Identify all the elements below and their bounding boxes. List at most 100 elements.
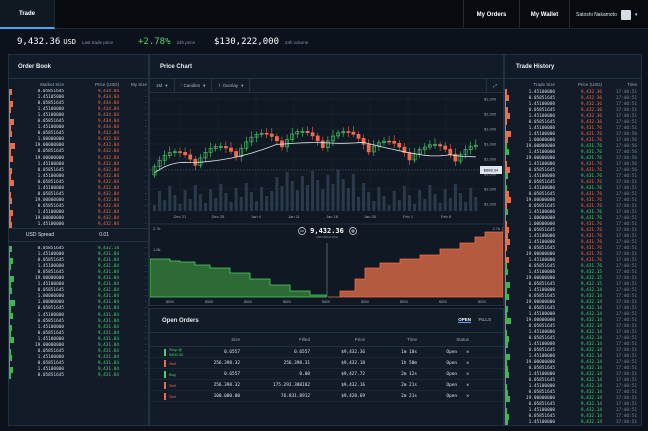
ask-row[interactable]: 19.00000000 9,432.84 - <box>9 197 148 204</box>
bid-row[interactable]: 1.45100000 9,431.84 - <box>9 252 148 259</box>
candle-icon: ⫶ <box>180 83 182 88</box>
cancel-order-icon[interactable]: ✕ <box>466 349 469 355</box>
volume-bar <box>178 204 182 211</box>
bid-row[interactable]: 1.45100000 9,431.84 - <box>9 282 148 289</box>
open-order-row[interactable]: Stop @ 9400.00 0.6557 0.6557 $9,432.36 1m 10… <box>150 347 503 358</box>
cancel-order-icon[interactable]: ✕ <box>466 360 469 366</box>
ask-row[interactable]: 1.45100000 9,432.84 - <box>9 222 148 228</box>
chart-type-label: Candles <box>183 83 201 88</box>
trade-row: 1.45100000 9,432.14 17:40:51 <box>505 341 641 348</box>
cancel-order-icon[interactable]: ✕ <box>466 371 469 377</box>
ask-row[interactable]: 1.45100000 9,434.84 - <box>9 113 148 120</box>
open-order-row[interactable]: Sell 100.000.00 76.831.8912 $9,420.69 2m 21s… <box>150 391 503 402</box>
bid-row[interactable]: 0.05851645 9,432.14 - <box>9 246 148 253</box>
bid-row[interactable]: 0.05851645 9,431.84 - <box>9 270 148 277</box>
ask-row[interactable]: 0.05851645 9,432.84 - <box>9 131 148 138</box>
ask-row[interactable]: 19.00000000 9,432.84 - <box>9 155 148 162</box>
ask-row[interactable]: 1.45105000 9,434.84 - <box>9 95 148 102</box>
side-marker <box>164 370 166 378</box>
chevron-down-icon[interactable]: ▾ <box>634 11 638 18</box>
tab-trade[interactable]: Trade <box>0 0 55 29</box>
bid-row[interactable]: 1.45100000 9,431.84 - <box>9 354 148 361</box>
price: 9,432.84 <box>97 173 119 179</box>
tab-open[interactable]: OPEN <box>458 317 471 323</box>
ask-row[interactable]: 0.05851645 9,434.84 - <box>9 89 148 96</box>
col-time: Time <box>627 81 637 87</box>
ask-row[interactable]: 1.45100000 9,432.84 - <box>9 161 148 168</box>
bid-row[interactable]: 0.05851645 9,431.84 - <box>9 372 148 380</box>
ask-row[interactable]: 0.05851645 9,432.84 - <box>9 179 148 186</box>
zoom-in-icon[interactable] <box>349 227 357 235</box>
expand-icon[interactable]: ⤢ <box>486 78 503 93</box>
candle-body <box>269 133 274 137</box>
trade-time: 17:40:51 <box>615 119 637 125</box>
bid-row[interactable]: 1.45100000 9,431.84 - <box>9 366 148 373</box>
price: 9,432.84 <box>97 203 119 209</box>
bid-row[interactable]: 19.00000000 9,431.84 - <box>9 276 148 283</box>
ask-row[interactable]: 1.45100000 9,434.84 - <box>9 107 148 114</box>
bid-row[interactable]: 0.05851645 9,431.84 - <box>9 288 148 295</box>
bid-row[interactable]: 1.45100000 9,431.84 - <box>9 312 148 319</box>
open-order-row[interactable]: Sell 256.398.32 175.292.388182 $9,432.16 2m … <box>150 380 503 391</box>
bid-row[interactable]: 1.00000000 9,431.84 - <box>9 300 148 307</box>
bid-row[interactable]: 1.45100000 9,431.84 - <box>9 324 148 331</box>
depth-right-label: 2.7k <box>492 226 500 231</box>
bid-row[interactable]: 1.45100000 9,431.84 - <box>9 336 148 343</box>
price: 9,432.84 <box>97 209 119 215</box>
ask-row[interactable]: 1.45100000 9,434.84 - <box>9 125 148 132</box>
ask-row[interactable]: 1.45100000 9,432.84 - <box>9 185 148 192</box>
order-side: Sell <box>150 392 195 400</box>
price: 9,431.84 <box>97 366 119 372</box>
volume-bar <box>290 181 294 211</box>
volume-bar <box>367 192 371 211</box>
cancel-order-icon[interactable]: ✕ <box>466 393 469 399</box>
trade-time: 17:40:51 <box>615 191 637 197</box>
trade-bar <box>505 131 511 138</box>
cancel-order-icon[interactable]: ✕ <box>466 382 469 388</box>
nav-my-orders[interactable]: My Orders <box>463 0 519 29</box>
trade-time: 17:40:51 <box>615 125 637 131</box>
trade-price: 9,431.76 <box>580 251 602 257</box>
bid-row[interactable]: 19.00000000 9,431.84 - <box>9 342 148 349</box>
ask-row[interactable]: 1.00000000 9,432.84 - <box>9 137 148 144</box>
ask-row[interactable]: 0.05851645 9,432.84 - <box>9 191 148 198</box>
trade-time: 17:40:51 <box>615 414 637 420</box>
ask-row[interactable]: 1.45100000 9,432.84 - <box>9 209 148 216</box>
bid-row[interactable]: 0.05851645 9,431.84 - <box>9 330 148 337</box>
interval-select[interactable]: 1M ▾ <box>150 78 175 93</box>
ask-row[interactable]: 19.00000000 9,432.84 - <box>9 143 148 150</box>
depth-x-tick: $500 <box>244 300 252 304</box>
ask-row[interactable]: 0.05851645 9,434.84 - <box>9 119 148 126</box>
ask-row[interactable]: 0.05851645 9,432.84 - <box>9 167 148 174</box>
bid-row[interactable]: 1.45100000 9,431.84 - <box>9 264 148 271</box>
ask-row[interactable]: 19.00000000 9,432.84 - <box>9 215 148 223</box>
bid-row[interactable]: 1.00000000 9,431.84 - <box>9 294 148 301</box>
bid-row[interactable]: 0.05851645 9,431.84 - <box>9 360 148 367</box>
ask-row[interactable]: 0.05851645 9,434.84 - <box>9 101 148 108</box>
open-order-row[interactable]: Buy 0.6557 0.00 $9,427.72 2m 12s Open ✕ <box>150 369 503 380</box>
ask-row[interactable]: 1.45100000 9,432.84 - <box>9 173 148 180</box>
depth-bar <box>9 191 11 198</box>
open-order-row[interactable]: Sell 256.398.32 256.398.31 $9,432.18 1h 50m O… <box>150 358 503 369</box>
ask-row[interactable]: 0.05851645 9,432.84 - <box>9 149 148 156</box>
trade-bar <box>505 215 506 222</box>
trade-bar <box>505 125 506 132</box>
zoom-out-icon[interactable] <box>298 227 306 235</box>
candle-body <box>213 146 218 149</box>
nav-my-wallet[interactable]: My Wallet <box>519 0 569 29</box>
volume-bar <box>464 202 468 211</box>
ask-row[interactable]: 0.05851645 9,432.84 - <box>9 203 148 210</box>
trade-size: 19.00000000 <box>525 360 555 366</box>
tab-fills[interactable]: FILLS <box>478 317 492 322</box>
market-size: 1.00000000 <box>37 294 64 300</box>
trade-bar <box>505 149 509 156</box>
bid-row[interactable]: 0.05851645 9,431.84 - <box>9 306 148 313</box>
overlay-select[interactable]: ⌇ Overlay ▾ <box>212 78 251 93</box>
bid-row[interactable]: 0.05851645 9,431.84 - <box>9 318 148 325</box>
bid-row[interactable]: 0.05851645 9,431.84 - <box>9 348 148 355</box>
avatar[interactable] <box>620 9 631 20</box>
bid-row[interactable]: 0.05851645 9,431.84 - <box>9 258 148 265</box>
chart-type-select[interactable]: ⫶ Candles ▾ <box>175 78 213 93</box>
user-menu[interactable]: Satoshi Nakamoto ▾ <box>569 0 648 29</box>
price-chart-canvas[interactable]: $1,000 $1,000 $1,000 $1,000 $1,000 $1,000 $1,0… <box>150 93 503 305</box>
